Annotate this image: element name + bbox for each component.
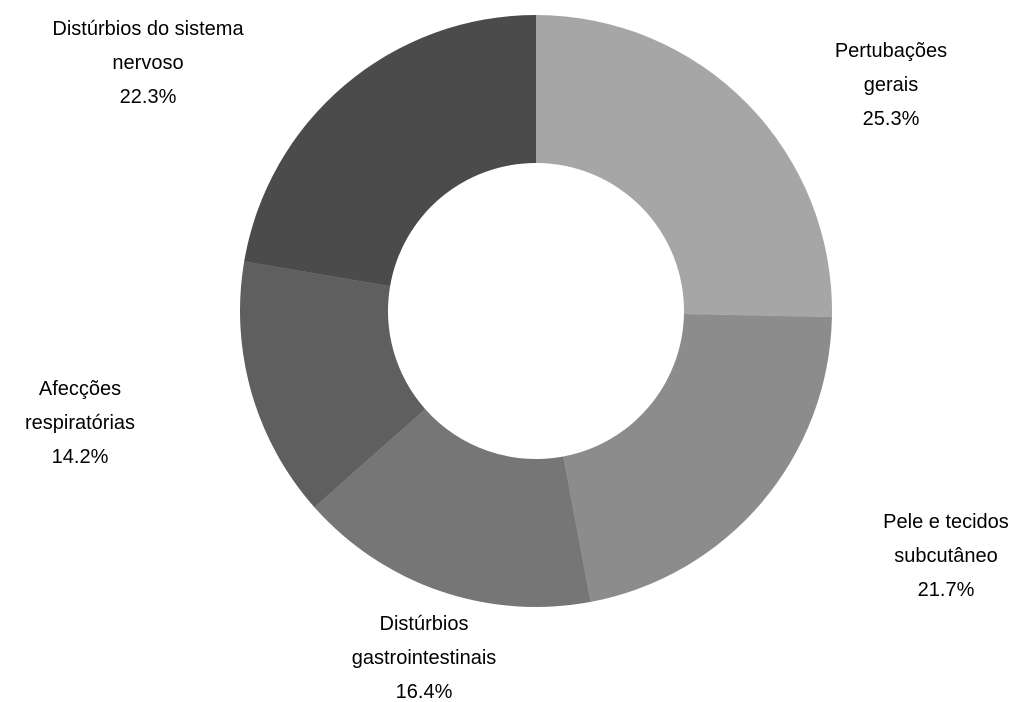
- slice-label-line: Distúrbios: [380, 613, 469, 635]
- slice-pele-e-tecidos-subcutaneo: [563, 314, 832, 602]
- slice-label-line: Afecções: [39, 378, 121, 400]
- slice-label-disturbios-gastrointestinais: Distúrbios gastrointestinais 16.4%: [352, 613, 497, 702]
- slice-label-afeccoes-respiratorias: Afecções respiratórias 14.2%: [25, 378, 135, 468]
- slice-label-line: Pertubações: [835, 40, 947, 62]
- slice-percent: 14.2%: [52, 446, 109, 468]
- slice-label-line: subcutâneo: [894, 545, 997, 567]
- slice-afeccoes-respiratorias: [239, 261, 426, 508]
- slice-label-line: gastrointestinais: [352, 647, 497, 669]
- slice-percent: 16.4%: [396, 681, 453, 702]
- slice-labels: Pertubações gerais 25.3% Pele e tecidos subc…: [25, 18, 1009, 702]
- slice-label-line: gerais: [864, 74, 918, 96]
- slice-label-pertubacoes-gerais: Pertubações gerais 25.3%: [835, 40, 947, 130]
- slice-label-line: respiratórias: [25, 412, 135, 434]
- slice-label-line: nervoso: [112, 52, 183, 74]
- slice-disturbios-gastrointestinais: [314, 409, 591, 608]
- slice-percent: 25.3%: [863, 108, 920, 130]
- slice-disturbios-do-sistema-nervoso: [244, 15, 537, 287]
- slice-pertubacoes-gerais: [536, 15, 833, 318]
- slice-label-disturbios-do-sistema-nervoso: Distúrbios do sistema nervoso 22.3%: [52, 18, 244, 108]
- slice-label-line: Pele e tecidos: [883, 511, 1009, 533]
- slice-percent: 22.3%: [120, 86, 177, 108]
- slice-percent: 21.7%: [918, 579, 975, 601]
- slice-label-pele-e-tecidos-subcutaneo: Pele e tecidos subcutâneo 21.7%: [883, 511, 1009, 601]
- slice-label-line: Distúrbios do sistema: [52, 18, 244, 40]
- donut-slices: [239, 15, 833, 608]
